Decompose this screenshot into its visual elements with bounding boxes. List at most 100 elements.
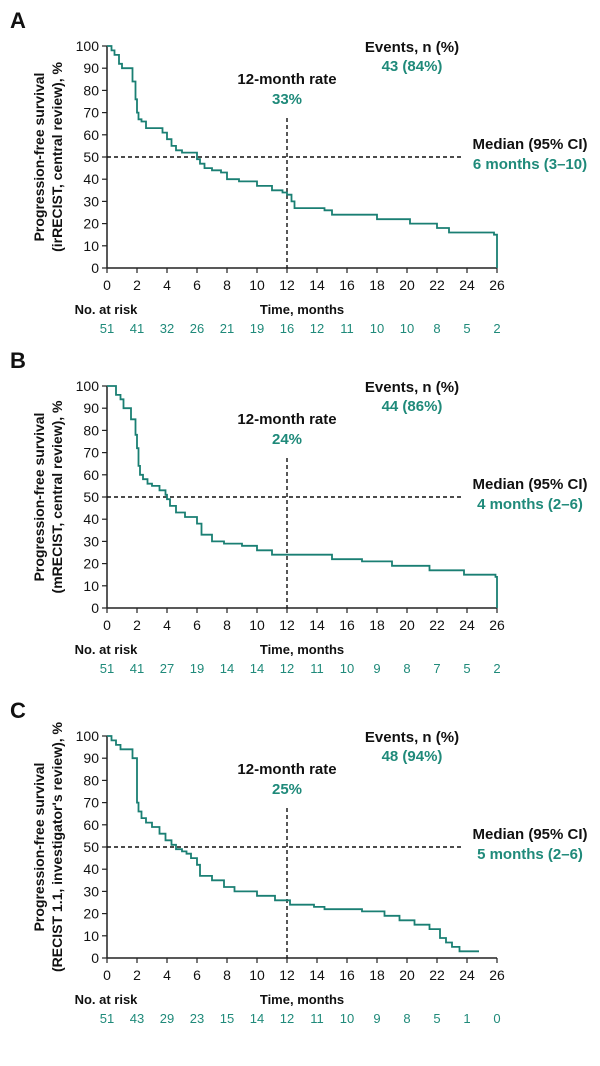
at-risk-count: 7 [433, 661, 440, 676]
y-tick-label: 10 [83, 238, 99, 254]
y-tick-label: 0 [91, 600, 99, 616]
x-tick-label: 18 [369, 277, 385, 293]
at-risk-count: 51 [100, 321, 114, 336]
x-axis-label: Time, months [260, 642, 344, 657]
km-curve-series-0 [107, 45, 498, 268]
x-tick-label: 18 [369, 967, 385, 983]
y-tick-label: 70 [83, 105, 99, 121]
y-tick-label: 50 [83, 489, 99, 505]
at-risk-label: No. at risk [75, 642, 139, 657]
at-risk-count: 16 [280, 321, 294, 336]
at-risk-count: 2 [493, 321, 500, 336]
y-axis-label-line1: Progression-free survival [31, 73, 47, 242]
panel-a: A Progression-free survival (irRECIST, cen… [10, 8, 588, 336]
x-axis-label: Time, months [260, 302, 344, 317]
x-tick-label: 20 [399, 617, 415, 633]
x-tick-label: 26 [489, 617, 505, 633]
y-tick-label: 70 [83, 445, 99, 461]
at-risk-count: 11 [340, 321, 354, 336]
x-tick-label: 2 [133, 277, 141, 293]
y-tick-label: 90 [83, 750, 99, 766]
y-tick-label: 30 [83, 883, 99, 899]
at-risk-count: 43 [130, 1011, 144, 1026]
y-tick-label: 60 [83, 127, 99, 143]
median-label: Median (95% CI) [472, 136, 587, 153]
x-tick-label: 2 [133, 617, 141, 633]
rate-value: 25% [272, 781, 302, 798]
y-tick-label: 0 [91, 260, 99, 276]
x-tick-label: 22 [429, 967, 445, 983]
x-tick-label: 4 [163, 277, 171, 293]
y-tick-label: 40 [83, 861, 99, 877]
x-tick-label: 10 [249, 277, 265, 293]
at-risk-count: 19 [190, 661, 204, 676]
x-tick-label: 22 [429, 617, 445, 633]
at-risk-count: 1 [463, 1011, 470, 1026]
y-axis-label-line2: (irRECIST, central review), % [49, 62, 65, 252]
km-curve-series-0 [107, 385, 498, 608]
median-value: 5 months (2–6) [477, 846, 583, 863]
at-risk-count: 5 [433, 1011, 440, 1026]
at-risk-count: 10 [340, 1011, 354, 1026]
median-label: Median (95% CI) [472, 826, 587, 843]
x-tick-label: 14 [309, 967, 325, 983]
at-risk-count: 8 [433, 321, 440, 336]
x-tick-label: 12 [279, 967, 295, 983]
y-tick-label: 20 [83, 556, 99, 572]
events-label: Events, n (%) [365, 729, 459, 746]
at-risk-count: 12 [310, 321, 324, 336]
at-risk-count: 32 [160, 321, 174, 336]
x-tick-label: 22 [429, 277, 445, 293]
x-tick-label: 6 [193, 617, 201, 633]
x-tick-label: 18 [369, 617, 385, 633]
y-tick-label: 10 [83, 578, 99, 594]
at-risk-count: 10 [340, 661, 354, 676]
y-tick-label: 60 [83, 467, 99, 483]
y-axis-label: Progression-free survival (RECIST 1.1, in… [31, 721, 65, 972]
x-tick-label: 16 [339, 617, 355, 633]
x-tick-label: 16 [339, 277, 355, 293]
x-tick-label: 20 [399, 277, 415, 293]
x-tick-label: 26 [489, 277, 505, 293]
at-risk-count: 51 [100, 1011, 114, 1026]
at-risk-count: 27 [160, 661, 174, 676]
at-risk-count: 41 [130, 661, 144, 676]
x-tick-label: 12 [279, 617, 295, 633]
at-risk-count: 15 [220, 1011, 234, 1026]
at-risk-count: 5 [463, 661, 470, 676]
y-tick-label: 80 [83, 772, 99, 788]
y-tick-label: 50 [83, 839, 99, 855]
x-axis-label: Time, months [260, 992, 344, 1007]
x-tick-label: 8 [223, 277, 231, 293]
y-axis-label-line1: Progression-free survival [31, 763, 47, 932]
median-value: 4 months (2–6) [477, 496, 583, 513]
y-tick-label: 20 [83, 906, 99, 922]
x-tick-label: 8 [223, 967, 231, 983]
events-label: Events, n (%) [365, 379, 459, 396]
at-risk-count: 51 [100, 661, 114, 676]
y-axis-label: Progression-free survival (irRECIST, cent… [31, 62, 65, 252]
y-tick-label: 80 [83, 82, 99, 98]
y-axis-label-line1: Progression-free survival [31, 413, 47, 582]
y-tick-label: 40 [83, 171, 99, 187]
x-tick-label: 24 [459, 277, 475, 293]
y-tick-label: 30 [83, 533, 99, 549]
median-label: Median (95% CI) [472, 476, 587, 493]
events-value: 44 (86%) [382, 398, 443, 415]
y-axis-label-line2: (mRECIST, central review), % [49, 400, 65, 594]
y-tick-label: 100 [76, 378, 100, 394]
at-risk-count: 21 [220, 321, 234, 336]
y-tick-label: 100 [76, 728, 100, 744]
at-risk-count: 0 [493, 1011, 500, 1026]
panel-b: B Progression-free survival (mRECIST, cent… [10, 348, 588, 676]
y-tick-label: 50 [83, 149, 99, 165]
x-tick-label: 10 [249, 967, 265, 983]
panel-label: C [10, 698, 26, 723]
rate-label: 12-month rate [237, 71, 336, 88]
at-risk-count: 9 [373, 661, 380, 676]
y-tick-label: 80 [83, 422, 99, 438]
at-risk-label: No. at risk [75, 302, 139, 317]
x-tick-label: 12 [279, 277, 295, 293]
